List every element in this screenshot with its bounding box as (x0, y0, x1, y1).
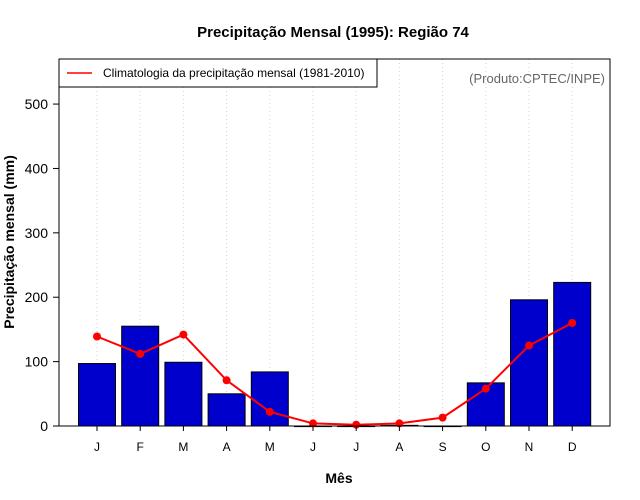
y-tick-label: 100 (25, 354, 49, 370)
bar (510, 299, 548, 427)
climatology-point (179, 330, 188, 339)
x-tick-label: D (568, 440, 577, 454)
x-tick-label: M (178, 440, 188, 454)
climatology-point (352, 420, 361, 429)
climatology-point (265, 407, 274, 416)
bar (121, 325, 160, 427)
bar (78, 363, 116, 427)
climatology-point (481, 384, 490, 393)
y-tick-label: 500 (25, 96, 49, 112)
climatology-point (93, 332, 101, 341)
y-tick-label: 200 (25, 289, 49, 305)
climatology-line (93, 318, 577, 429)
x-tick-label: A (395, 440, 403, 454)
x-tick-label: N (525, 440, 534, 454)
legend-label: Climatologia da precipitação mensal (198… (103, 66, 364, 80)
y-tick-label: 0 (40, 418, 48, 434)
x-tick-label: F (137, 440, 144, 454)
y-tick-label: 300 (25, 225, 49, 241)
climatology-point (222, 376, 231, 385)
bar (164, 361, 203, 427)
chart-title: Precipitação Mensal (1995): Região 74 (197, 24, 469, 41)
climatology-series-line (96, 322, 573, 426)
x-tick-label: S (439, 440, 447, 454)
y-axis-label: Precipitação mensal (mm) (1, 155, 17, 329)
climatology-point (568, 318, 577, 327)
x-tick-label: J (310, 440, 316, 454)
legend: Climatologia da precipitação mensal (198… (58, 58, 378, 88)
x-tick-label: M (265, 440, 275, 454)
climatology-point (395, 419, 404, 428)
climatology-point (438, 413, 447, 422)
bar (207, 393, 246, 427)
x-tick-label: J (94, 440, 100, 454)
credit-label: (Produto:CPTEC/INPE) (469, 71, 605, 86)
y-tick-label: 400 (25, 160, 49, 176)
x-tick-label: O (481, 440, 490, 454)
climatology-point (309, 419, 317, 428)
climatology-point (525, 341, 533, 350)
legend-box (58, 58, 378, 88)
x-axis-label: Mês (325, 470, 352, 486)
climatology-point (136, 349, 145, 358)
bar (250, 371, 289, 427)
x-tick-label: J (353, 440, 359, 454)
y-axis: 0 100 200 300 400 500 (25, 96, 59, 434)
bars (78, 281, 592, 428)
x-tick-label: A (223, 440, 231, 454)
bar (553, 281, 592, 427)
